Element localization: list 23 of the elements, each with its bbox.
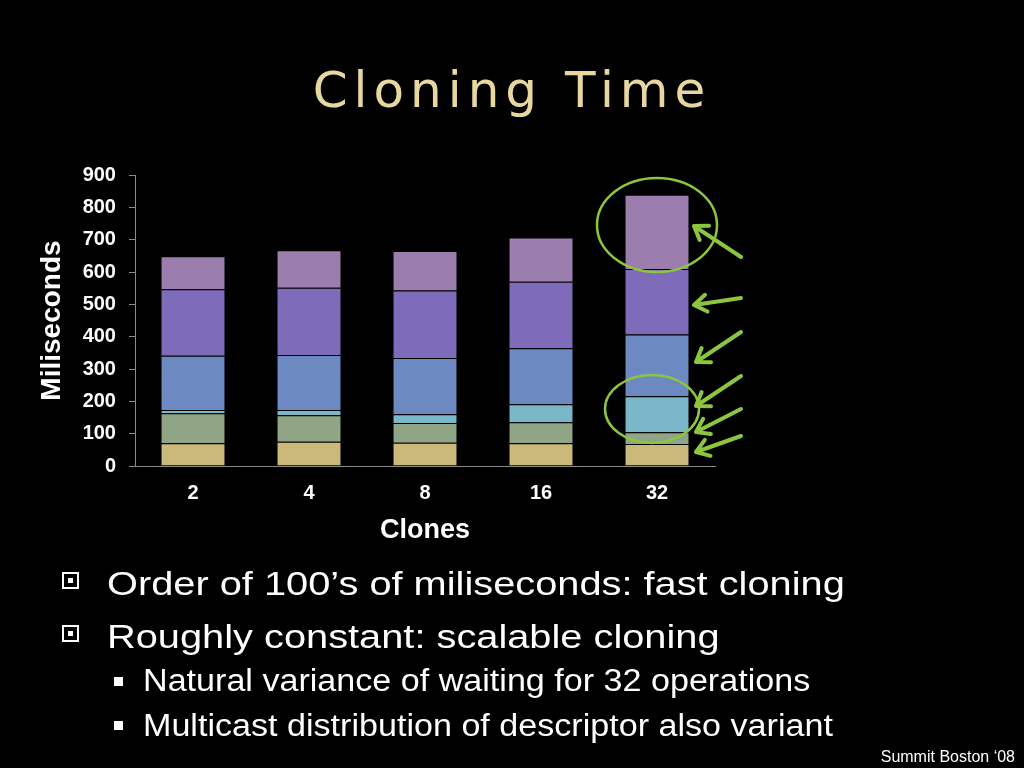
x-tick-label: 4 (303, 480, 316, 503)
y-tick-label: 0 (104, 453, 116, 476)
y-tick-label: 100 (82, 421, 116, 444)
x-tick-label: 8 (419, 480, 431, 503)
y-axis-title: Miliseconds (34, 240, 66, 401)
x-axis-title: Clones (379, 514, 471, 545)
x-tick-label: 2 (187, 480, 199, 503)
y-tick-label: 900 (82, 162, 116, 185)
y-tick-label: 400 (82, 324, 116, 347)
y-tick-label: 600 (82, 259, 116, 282)
y-tick-label: 700 (82, 227, 116, 250)
y-tick-label: 800 (82, 194, 116, 217)
text: Order of 100’s of miliseconds: fast cloning (107, 563, 845, 603)
chart-title: Cloning Time (311, 60, 713, 120)
y-tick-label: 200 (82, 388, 116, 411)
text: Multicast distribution of descriptor also variant (143, 708, 833, 744)
x-tick-label: 32 (645, 480, 669, 503)
text: Summit Boston ‘08 (880, 748, 1015, 766)
y-tick-label: 500 (82, 291, 116, 314)
x-tick-label: 16 (529, 480, 553, 503)
y-tick-label: 300 (82, 356, 116, 379)
text: Roughly constant: scalable cloning (107, 616, 720, 656)
text: Natural variance of waiting for 32 operations (143, 663, 811, 699)
